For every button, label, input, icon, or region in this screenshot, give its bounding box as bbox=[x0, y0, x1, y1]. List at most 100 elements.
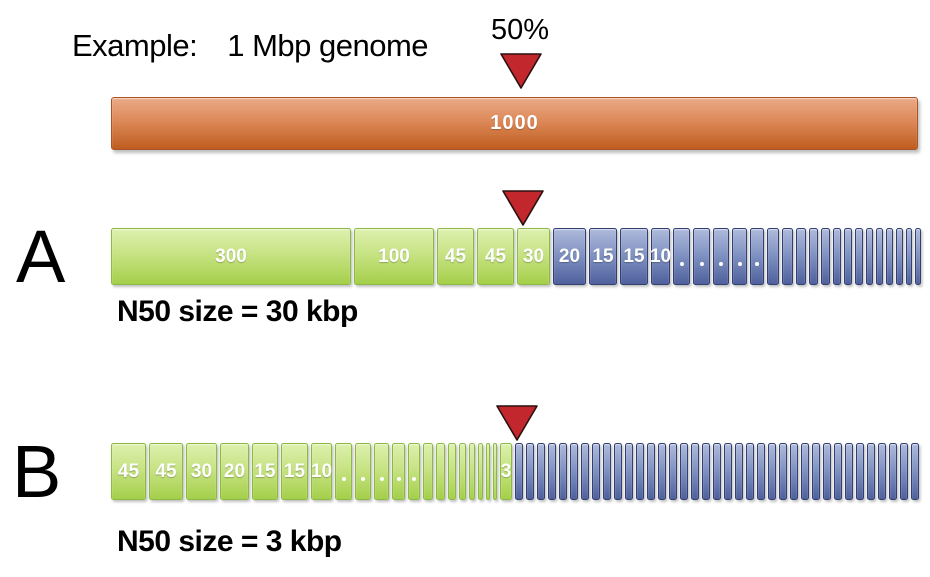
contig-segment bbox=[658, 443, 666, 500]
contig-segment bbox=[647, 443, 655, 500]
contig-size-label: 30 bbox=[190, 460, 213, 482]
contig-segment: 10 bbox=[649, 228, 672, 285]
marker-triangle-row-b bbox=[496, 405, 538, 441]
contig-size-label: 10 bbox=[310, 460, 333, 482]
contig-segment bbox=[559, 443, 567, 500]
contig-segment bbox=[856, 443, 864, 500]
contig-segment bbox=[812, 443, 820, 500]
contig-ellipsis-dot bbox=[341, 477, 346, 481]
contig-segment bbox=[855, 228, 863, 285]
contig-segment bbox=[408, 443, 420, 500]
contig-segment bbox=[876, 228, 883, 285]
title-example-label: Example: bbox=[72, 28, 198, 63]
contig-segment bbox=[570, 443, 578, 500]
contig-size-label: 15 bbox=[283, 460, 306, 482]
contig-segment: 45 bbox=[437, 228, 474, 285]
title-genome-label: 1 Mbp genome bbox=[227, 28, 429, 63]
contig-segment bbox=[469, 443, 475, 500]
contig-segment bbox=[673, 228, 690, 285]
contig-ellipsis-dot bbox=[699, 262, 704, 266]
contig-segment bbox=[845, 443, 853, 500]
assembly-row-a: 300 100 45 45 30 20 15 15 10 bbox=[111, 228, 921, 285]
contig-size-label: 10 bbox=[649, 245, 672, 267]
contig-segment bbox=[911, 443, 919, 500]
contig-segment bbox=[833, 228, 841, 285]
contig-segment bbox=[592, 443, 600, 500]
contig-segment bbox=[886, 228, 893, 285]
contig-segment bbox=[801, 443, 809, 500]
contig-size-label: 20 bbox=[223, 460, 246, 482]
contig-segment bbox=[493, 443, 497, 500]
contig-segment bbox=[392, 443, 405, 500]
contig-segment: 15 bbox=[252, 443, 278, 500]
contig-segment bbox=[889, 443, 897, 500]
contig-ellipsis-dot bbox=[412, 477, 416, 481]
contig-size-label: 15 bbox=[254, 460, 276, 482]
contig-segment bbox=[866, 228, 873, 285]
contig-segment bbox=[790, 443, 798, 500]
contig-size-label: 45 bbox=[117, 460, 140, 482]
genome-bar: 1000 bbox=[111, 97, 918, 150]
contig-ellipsis-dot bbox=[755, 262, 759, 266]
contig-segment bbox=[713, 443, 721, 500]
contig-segment bbox=[335, 443, 352, 500]
contig-segment bbox=[636, 443, 644, 500]
contig-segment bbox=[581, 443, 589, 500]
contig-segment bbox=[537, 443, 545, 500]
contig-segment bbox=[515, 443, 523, 500]
contig-segment: 3 bbox=[500, 443, 512, 500]
contig-segment bbox=[757, 443, 765, 500]
contig-segment bbox=[809, 228, 818, 285]
triangle-shape bbox=[496, 405, 538, 441]
assembly-row-b: 45 45 30 20 15 15 10 3 bbox=[111, 443, 919, 500]
contig-ellipsis-dot bbox=[737, 262, 742, 266]
contig-ellipsis-dot bbox=[361, 477, 365, 481]
contig-size-label: 100 bbox=[378, 245, 410, 267]
contig-size-label: 300 bbox=[215, 245, 247, 267]
contig-segment: 45 bbox=[149, 443, 183, 500]
contig-segment bbox=[867, 443, 875, 500]
contig-ellipsis-dot bbox=[719, 262, 723, 266]
contig-segment: 15 bbox=[589, 228, 617, 285]
contig-segment: 100 bbox=[354, 228, 434, 285]
contig-size-label: 30 bbox=[522, 245, 545, 267]
contig-segment: 300 bbox=[111, 228, 351, 285]
contig-ellipsis-dot bbox=[679, 262, 684, 266]
contig-segment bbox=[821, 228, 830, 285]
contig-segment bbox=[486, 443, 490, 500]
contig-segment: 15 bbox=[620, 228, 648, 285]
contig-segment bbox=[713, 228, 729, 285]
contig-segment bbox=[459, 443, 466, 500]
contig-segment bbox=[796, 228, 806, 285]
contig-segment bbox=[896, 228, 903, 285]
contig-segment bbox=[374, 443, 389, 500]
contig-segment bbox=[779, 443, 787, 500]
contig-segment: 15 bbox=[281, 443, 308, 500]
caption-n50-b: N50 size = 3 kbp bbox=[117, 525, 342, 558]
row-label-b: B bbox=[12, 430, 61, 513]
contig-segment bbox=[900, 443, 908, 500]
contig-segment bbox=[844, 228, 852, 285]
contig-ellipsis-dot bbox=[379, 477, 384, 481]
contig-segment: 30 bbox=[186, 443, 217, 500]
contig-segment bbox=[526, 443, 534, 500]
contig-segment bbox=[878, 443, 886, 500]
contig-segment bbox=[448, 443, 456, 500]
contig-size-label: 45 bbox=[484, 245, 507, 267]
contig-segment bbox=[906, 228, 912, 285]
contig-segment bbox=[355, 443, 371, 500]
contig-size-label: 15 bbox=[592, 245, 614, 267]
contig-size-label: 20 bbox=[558, 245, 581, 267]
contig-segment: 45 bbox=[477, 228, 514, 285]
contig-size-label: 15 bbox=[623, 245, 645, 267]
contig-segment bbox=[478, 443, 483, 500]
contig-segment bbox=[782, 228, 793, 285]
contig-segment bbox=[702, 443, 710, 500]
contig-segment bbox=[693, 228, 710, 285]
contig-segment bbox=[768, 443, 776, 500]
contig-segment: 20 bbox=[553, 228, 586, 285]
triangle-shape bbox=[502, 190, 544, 226]
contig-segment bbox=[625, 443, 633, 500]
marker-triangle-genome bbox=[500, 53, 542, 89]
